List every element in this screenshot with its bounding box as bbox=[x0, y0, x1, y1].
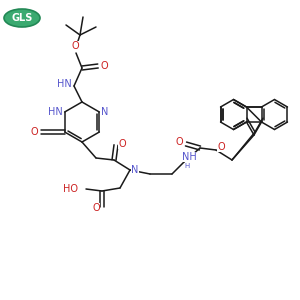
Text: O: O bbox=[118, 139, 126, 149]
Text: O: O bbox=[92, 203, 100, 213]
Text: O: O bbox=[71, 41, 79, 51]
Text: H: H bbox=[184, 163, 190, 169]
Text: HO: HO bbox=[63, 184, 78, 194]
Text: HN: HN bbox=[57, 79, 71, 89]
Text: GLS: GLS bbox=[11, 13, 33, 23]
Text: N: N bbox=[100, 107, 108, 117]
Ellipse shape bbox=[4, 9, 40, 27]
Text: NH: NH bbox=[182, 152, 196, 162]
Text: O: O bbox=[217, 142, 225, 152]
Text: HN: HN bbox=[48, 107, 63, 117]
Text: O: O bbox=[100, 61, 108, 71]
Text: N: N bbox=[131, 165, 139, 175]
Text: O: O bbox=[31, 127, 38, 137]
Text: O: O bbox=[175, 137, 183, 147]
